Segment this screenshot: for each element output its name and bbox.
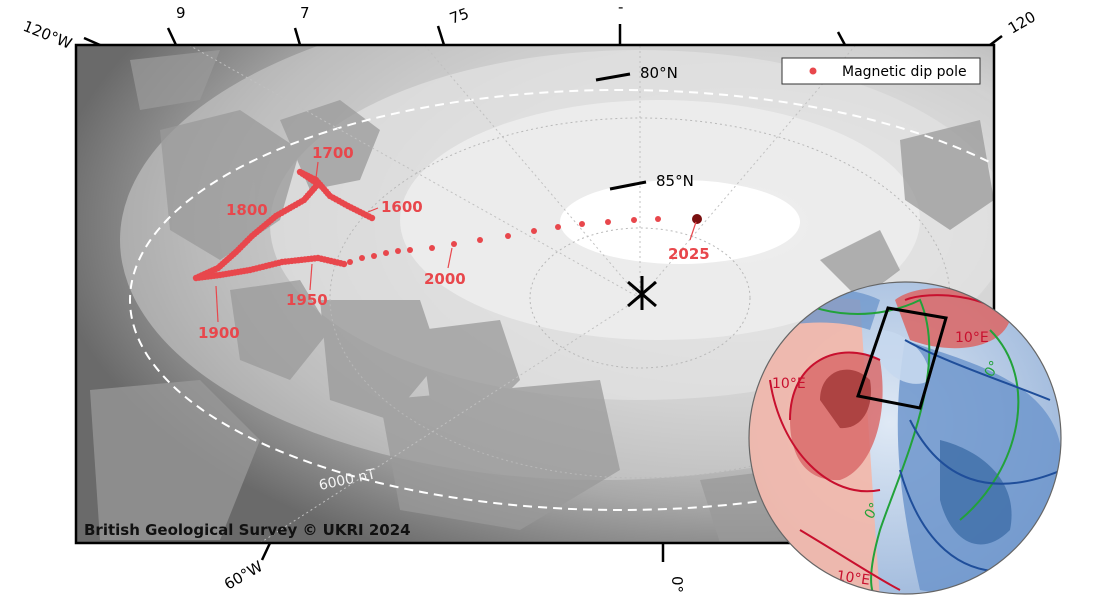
inset-label-east-top: 10°E [955,330,989,346]
lon-label-60w: 60°W [221,557,266,593]
legend: Magnetic dip pole [781,57,981,85]
dip-pole-point [383,250,389,256]
dip-pole-point [395,248,401,254]
dip-pole-track [192,168,702,282]
legend-label: Magnetic dip pole [842,64,967,80]
year-label-1800: 1800 [226,201,268,219]
dip-pole-point [655,216,661,222]
lon-label-75: 75 [447,4,471,27]
inset-globe: 10°E 10°E 10°E 0° 0° [748,281,1062,595]
year-leader-lines [215,161,697,323]
dip-pole-point [531,228,537,234]
dip-pole-point [477,237,483,243]
legend-dot [809,67,817,75]
dip-pole-point [371,253,377,259]
dip-pole-point [505,233,511,239]
inset-view-box [856,306,948,410]
year-label-1950: 1950 [286,291,328,309]
dip-pole-point [631,217,637,223]
lat-label-80n: 80°N [640,64,678,82]
dip-pole-point [359,255,365,261]
lat-label-85n: 85°N [656,172,694,190]
dip-pole-point [451,241,457,247]
lon-label-0: 0° [668,576,686,593]
contour-6000nt [129,89,994,511]
lon-label-top-partial: - [618,0,623,16]
inset-label-zero-a: 0° [982,358,1004,380]
year-label-1600: 1600 [381,198,423,216]
dip-pole-point [579,221,585,227]
lon-label-120w: 120°W [21,17,75,53]
inset-label-east-left: 10°E [772,376,806,392]
longitude-ticks [83,24,1003,562]
dip-pole-point [429,245,435,251]
year-label-2025: 2025 [668,245,710,263]
year-label-1900: 1900 [198,324,240,342]
inset-label-zero-b: 0° [862,500,884,522]
lon-label-75w-partial: 7 [300,4,310,22]
dip-pole-point [340,260,348,268]
dip-pole-2025-point [692,214,702,224]
north-pole-asterisk [627,276,657,310]
dip-pole-point [347,259,353,265]
year-label-1700: 1700 [312,144,354,162]
lon-label-120e-partial: 120 [1005,8,1039,38]
dip-pole-point [555,224,561,230]
credit-text: British Geological Survey © UKRI 2024 [84,521,411,539]
dip-pole-point [605,219,611,225]
lon-label-90w-partial: 9 [176,4,186,22]
year-label-2000: 2000 [424,270,466,288]
dip-pole-point [407,247,413,253]
